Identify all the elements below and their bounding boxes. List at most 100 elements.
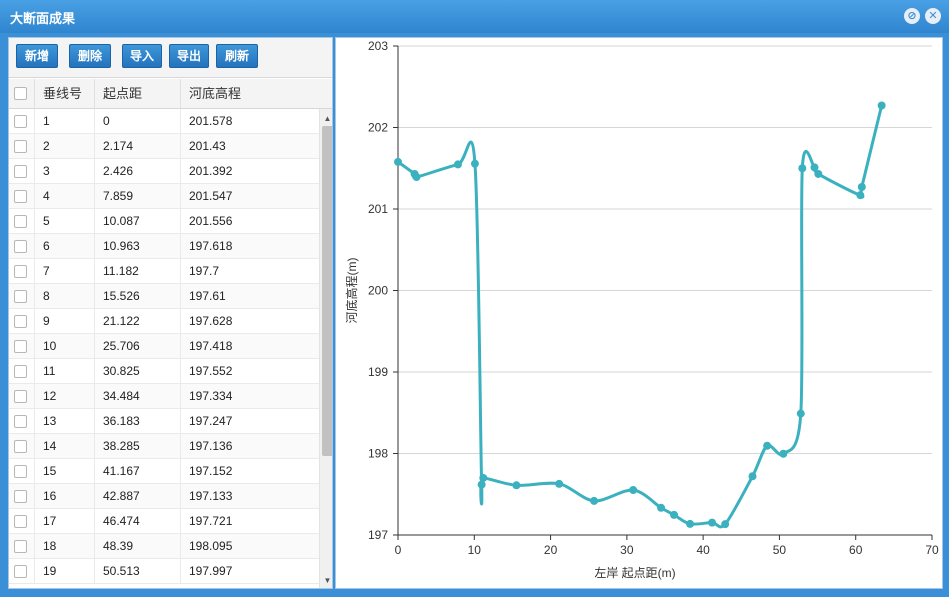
data-point	[686, 519, 695, 528]
table-row[interactable]: 7 11.182 197.7	[9, 259, 319, 284]
data-point	[477, 480, 486, 489]
data-point	[779, 449, 788, 458]
row-checkbox[interactable]	[14, 365, 27, 378]
select-all-cell	[9, 79, 35, 109]
cell-bed-elevation: 201.43	[189, 139, 226, 153]
row-select-cell	[9, 234, 35, 259]
row-select-cell	[9, 384, 35, 409]
x-tick-label: 70	[925, 543, 939, 557]
table-row[interactable]: 8 15.526 197.61	[9, 284, 319, 309]
table-row[interactable]: 18 48.39 198.095	[9, 534, 319, 559]
table-row[interactable]: 6 10.963 197.618	[9, 234, 319, 259]
row-checkbox[interactable]	[14, 115, 27, 128]
row-checkbox[interactable]	[14, 290, 27, 303]
scroll-down-icon[interactable]: ▼	[323, 576, 332, 585]
table-row[interactable]: 13 36.183 197.247	[9, 409, 319, 434]
table-row[interactable]: 1 0 201.578	[9, 109, 319, 134]
data-point	[453, 160, 462, 169]
close-icon[interactable]: ✕	[925, 8, 941, 24]
row-select-cell	[9, 359, 35, 384]
row-checkbox[interactable]	[14, 215, 27, 228]
series-line	[397, 105, 884, 529]
add-button[interactable]: 新增	[16, 44, 58, 68]
row-checkbox[interactable]	[14, 440, 27, 453]
x-axis-title: 左岸 起点距(m)	[594, 565, 675, 580]
cell-start-distance: 38.285	[95, 434, 181, 459]
export-button[interactable]: 导出	[169, 44, 209, 68]
table-row[interactable]: 17 46.474 197.721	[9, 509, 319, 534]
delete-button[interactable]: 删除	[69, 44, 111, 68]
scroll-up-icon[interactable]: ▲	[323, 114, 332, 123]
row-checkbox[interactable]	[14, 390, 27, 403]
data-point	[798, 164, 807, 173]
cell-bed-elevation: 197.152	[189, 464, 233, 478]
table-row[interactable]: 16 42.887 197.133	[9, 484, 319, 509]
row-checkbox[interactable]	[14, 340, 27, 353]
table-row[interactable]: 19 50.513 197.997	[9, 559, 319, 584]
row-checkbox[interactable]	[14, 140, 27, 153]
row-select-cell	[9, 484, 35, 509]
row-checkbox[interactable]	[14, 490, 27, 503]
data-point	[512, 481, 521, 490]
window-title: 大断面成果	[10, 11, 76, 26]
table-row[interactable]: 11 30.825 197.552	[9, 359, 319, 384]
table-row[interactable]: 2 2.174 201.43	[9, 134, 319, 159]
cell-bed-elevation: 197.628	[189, 314, 233, 328]
cell-station-no: 13	[35, 409, 95, 434]
table-row[interactable]: 9 21.122 197.628	[9, 309, 319, 334]
cell-station-no: 19	[35, 559, 95, 584]
row-checkbox[interactable]	[14, 315, 27, 328]
import-button[interactable]: 导入	[122, 44, 162, 68]
table-row[interactable]: 10 25.706 197.418	[9, 334, 319, 359]
x-tick-label: 10	[468, 543, 482, 557]
row-select-cell	[9, 309, 35, 334]
cell-bed-elevation: 197.721	[189, 514, 233, 528]
data-point	[590, 496, 599, 505]
cell-station-no: 17	[35, 509, 95, 534]
cell-start-distance: 30.825	[95, 359, 181, 384]
cell-bed-elevation: 197.334	[189, 389, 233, 403]
row-checkbox[interactable]	[14, 240, 27, 253]
scroll-thumb[interactable]	[322, 126, 332, 456]
cell-start-distance: 21.122	[95, 309, 181, 334]
cell-start-distance: 34.484	[95, 384, 181, 409]
header-start-distance[interactable]: 起点距	[95, 79, 181, 109]
cell-start-distance: 0	[95, 109, 181, 134]
x-tick-label: 0	[395, 543, 402, 557]
row-select-cell	[9, 459, 35, 484]
row-checkbox[interactable]	[14, 540, 27, 553]
row-select-cell	[9, 259, 35, 284]
cell-start-distance: 42.887	[95, 484, 181, 509]
row-checkbox[interactable]	[14, 465, 27, 478]
row-checkbox[interactable]	[14, 415, 27, 428]
cell-start-distance: 11.182	[95, 259, 181, 284]
table-row[interactable]: 3 2.426 201.392	[9, 159, 319, 184]
table-scrollbar[interactable]: ▲ ▼	[319, 109, 332, 588]
table-row[interactable]: 12 34.484 197.334	[9, 384, 319, 409]
header-bed-elevation[interactable]: 河底高程	[189, 86, 242, 101]
refresh-button[interactable]: 刷新	[216, 44, 258, 68]
row-checkbox[interactable]	[14, 565, 27, 578]
cell-start-distance: 2.426	[95, 159, 181, 184]
cell-bed-elevation: 197.61	[189, 289, 226, 303]
row-checkbox[interactable]	[14, 515, 27, 528]
row-select-cell	[9, 334, 35, 359]
cell-bed-elevation: 197.618	[189, 239, 233, 253]
y-tick-label: 197	[368, 528, 388, 542]
select-all-checkbox[interactable]	[14, 87, 27, 100]
data-point	[412, 173, 421, 182]
data-point	[814, 169, 823, 178]
cell-bed-elevation: 198.095	[189, 539, 233, 553]
table-row[interactable]: 4 7.859 201.547	[9, 184, 319, 209]
table-row[interactable]: 5 10.087 201.556	[9, 209, 319, 234]
cell-bed-elevation: 201.556	[189, 214, 233, 228]
row-checkbox[interactable]	[14, 165, 27, 178]
x-tick-label: 30	[620, 543, 634, 557]
cell-start-distance: 15.526	[95, 284, 181, 309]
table-row[interactable]: 14 38.285 197.136	[9, 434, 319, 459]
row-checkbox[interactable]	[14, 190, 27, 203]
minimize-icon[interactable]: ⊘	[904, 8, 920, 24]
row-checkbox[interactable]	[14, 265, 27, 278]
header-station-no[interactable]: 垂线号	[35, 79, 95, 109]
table-row[interactable]: 15 41.167 197.152	[9, 459, 319, 484]
